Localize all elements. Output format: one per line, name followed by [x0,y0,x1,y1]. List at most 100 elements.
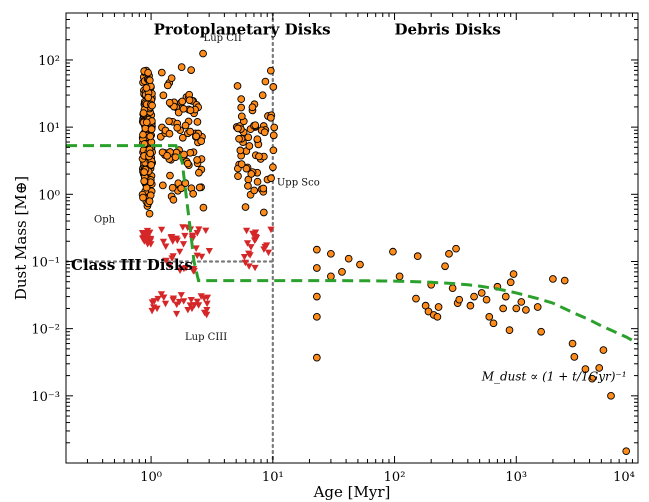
upper-limit-marker [243,240,252,247]
disk-data-point [166,171,174,180]
disk-data-point [248,103,257,112]
disk-data-point [147,161,156,169]
disk-data-point [186,127,195,136]
upper-limit-marker [242,227,251,235]
debris-data-point [448,284,457,293]
disk-data-point [158,181,167,190]
x-tick-label: 10¹ [262,470,284,485]
disk-data-point [258,91,267,100]
upper-limit-marker [252,233,260,241]
debris-data-point [445,249,453,258]
disk-data-point [199,49,207,58]
upper-limit-marker [251,236,260,244]
y-tick-label: 10⁻¹ [31,255,60,270]
disk-data-point [140,177,149,185]
upper-limit-marker [264,249,273,257]
y-tick-label: 10⁰ [38,188,60,203]
disk-data-point [146,149,155,158]
y-tick-label: 10¹ [38,121,60,136]
debris-data-point [413,252,422,261]
disk-data-point [253,135,262,144]
upper-limit-marker [203,300,211,308]
debris-data-point [477,289,486,297]
debris-data-point [581,365,590,373]
debris-data-point [389,247,397,256]
x-axis-title: Age [Myr] [313,483,391,501]
disk-data-point [245,142,254,150]
disk-data-point [195,168,203,177]
disk-data-point [266,66,275,75]
upper-limit-marker [205,248,213,255]
cluster-annotation: Lup CII [204,33,242,44]
disk-data-point [269,163,277,172]
disk-data-point [234,172,242,180]
disk-data-point [165,129,174,138]
cluster-annotation: Oph [94,215,116,226]
disk-data-point [147,125,156,134]
debris-data-point [509,270,518,278]
disk-data-point [173,123,182,132]
upper-limit-marker [180,298,188,305]
disk-data-point [185,96,194,105]
upper-limit-marker [141,234,149,241]
upper-limit-marker [184,306,192,314]
disk-data-point [142,84,151,92]
upper-limit-marker [267,226,275,234]
disk-data-point [197,137,206,145]
disk-data-point [177,63,186,71]
upper-limit-marker [179,224,187,231]
upper-limit-marker [195,302,203,309]
disk-data-point [168,183,177,192]
upper-limit-marker [154,295,162,303]
debris-data-point [522,306,530,314]
debris-data-point [517,298,526,306]
disk-data-point [192,132,201,141]
debris-data-point [312,312,321,321]
upper-limit-marker [247,244,255,251]
disk-data-point [139,109,148,117]
disk-data-point [141,124,150,133]
debris-data-point [482,295,491,304]
upper-limit-marker [172,310,181,318]
plot-data-layer [66,13,638,463]
debris-data-point [441,262,449,271]
disk-data-point [163,81,172,90]
disk-data-point [163,151,171,160]
disk-data-point [189,189,198,198]
upper-limit-marker [180,265,188,273]
debris-data-point [395,272,404,281]
disk-data-point [234,124,242,133]
debris-data-point [568,339,577,348]
disk-data-point [242,164,251,173]
debris-data-point [424,307,433,316]
debris-data-point [595,364,604,372]
disk-data-point [253,177,262,186]
upper-limit-marker [192,245,200,252]
cluster-annotation: Upp Sco [277,178,320,189]
debris-data-point [570,353,579,361]
upper-limit-marker [177,292,185,299]
debris-data-point [312,353,321,362]
disk-data-point [169,195,178,204]
y-tick-label: 10⁻² [31,323,60,338]
disk-data-point [267,113,275,122]
upper-limit-marker [168,235,176,243]
upper-limit-marker [245,263,253,270]
debris-data-point [452,244,460,253]
upper-limit-marker [148,299,156,306]
disk-data-point [237,112,246,121]
upper-limit-marker [187,296,195,304]
disk-data-point [255,152,263,161]
disk-data-point [144,68,152,77]
debris-data-point [537,327,545,336]
debris-data-point [455,295,464,304]
debris-data-point [312,292,321,301]
debris-data-point [549,275,557,283]
upper-limit-marker [173,237,181,244]
x-tick-label: 10³ [505,470,527,485]
disk-data-point [145,197,154,206]
disk-data-point [251,121,260,130]
disk-data-point [186,106,195,115]
upper-limit-marker [143,227,152,235]
